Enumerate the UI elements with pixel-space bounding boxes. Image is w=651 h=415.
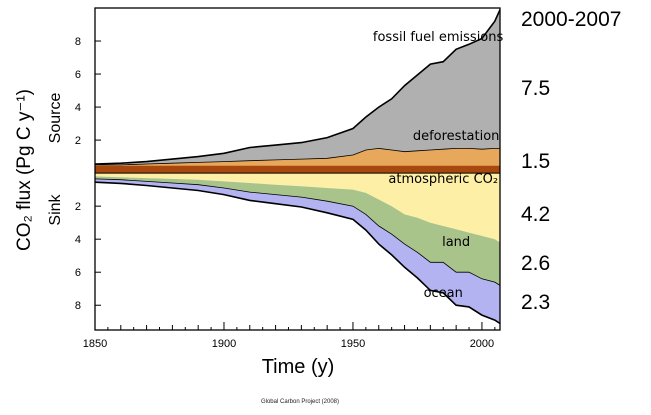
- y-axis-source-label: Source: [47, 93, 64, 144]
- annotation-ocean: ocean: [424, 286, 463, 301]
- y-tick-sink-label: 6: [75, 267, 81, 279]
- stacked-areas: [94, 9, 501, 325]
- annotation-atmospheric: atmospheric CO₂: [388, 172, 498, 187]
- period-value-atmospheric: 4.2: [521, 203, 551, 226]
- annotation-fossil-fuel: fossil fuel emissions: [373, 30, 504, 45]
- x-tick-label: 2000: [470, 338, 494, 350]
- y-axis: 2 4 6 8 2 4 6 8: [75, 36, 101, 312]
- x-tick-label: 1850: [83, 338, 107, 350]
- period-value-fossil: 7.5: [521, 77, 551, 100]
- area-land: [95, 176, 500, 286]
- period-value-deforestation: 1.5: [521, 150, 551, 173]
- area-deforestation-base: [95, 165, 500, 174]
- plot-frame: [94, 7, 501, 331]
- y-tick-sink-label: 2: [75, 201, 81, 213]
- y-tick-source-label: 2: [75, 135, 81, 147]
- y-tick-source-label: 6: [75, 69, 81, 81]
- y-axis-label: CO₂ flux (Pg C y⁻¹): [14, 89, 35, 251]
- line-ocean-bottom: [94, 181, 501, 325]
- period-label: 2000-2007: [521, 8, 622, 31]
- y-tick-sink-label: 8: [75, 300, 81, 312]
- x-tick-label: 1900: [212, 338, 236, 350]
- annotation-land: land: [442, 235, 470, 250]
- x-tick-label: 1950: [341, 338, 365, 350]
- line-land-bottom: [94, 178, 501, 286]
- annotation-deforestation: deforestation: [413, 129, 500, 144]
- x-axis: 1850 1900 1950 2000: [83, 322, 496, 350]
- y-tick-sink-label: 4: [75, 234, 81, 246]
- y-tick-source-label: 4: [75, 102, 81, 114]
- period-value-ocean: 2.3: [521, 291, 551, 314]
- series-annotations: fossil fuel emissions deforestation atmosp…: [373, 30, 504, 301]
- footer-credit: Global Carbon Project (2008): [260, 399, 340, 405]
- period-value-land: 2.6: [521, 252, 551, 275]
- line-fossil-fuel-top: [94, 9, 501, 165]
- y-axis-sink-label: Sink: [47, 193, 64, 225]
- area-fossil-fuel: [95, 9, 500, 165]
- line-deforestation-top: [95, 147, 500, 166]
- area-atmospheric: [95, 173, 500, 243]
- x-axis-label: Time (y): [262, 356, 335, 378]
- y-tick-source-label: 8: [75, 36, 81, 48]
